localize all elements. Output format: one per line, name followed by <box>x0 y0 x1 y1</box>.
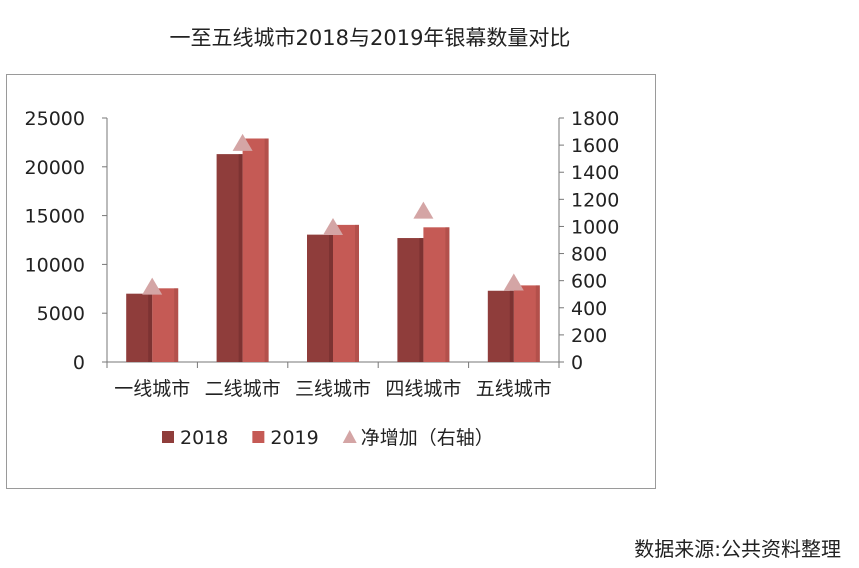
y-left-tick-label: 0 <box>73 352 85 374</box>
x-category-label: 一线城市 <box>114 378 190 400</box>
y-left-tick-label: 5000 <box>37 303 85 325</box>
bar-2019 <box>513 285 540 362</box>
x-category-label: 五线城市 <box>476 378 552 400</box>
bar-2019-shade <box>445 227 450 362</box>
bar-2018-shade <box>419 238 424 362</box>
legend-swatch <box>342 430 357 443</box>
chart-title: 一至五线城市2018与2019年银幕数量对比 <box>169 26 571 50</box>
bar-2018 <box>397 238 424 362</box>
bar-2019-shade <box>535 285 540 362</box>
y-right-tick-label: 1000 <box>571 216 619 238</box>
net-increase-marker <box>232 133 253 151</box>
legend-label: 2018 <box>180 427 228 449</box>
y-right-tick-label: 0 <box>571 352 583 374</box>
bar-2019 <box>152 288 179 362</box>
bar-2018 <box>487 290 514 362</box>
y-right-tick-label: 1400 <box>571 162 619 184</box>
bar-2019 <box>333 224 359 362</box>
bar-2019-shade <box>264 138 269 362</box>
bar-2018-shade <box>509 290 514 362</box>
bar-2018 <box>307 234 333 362</box>
net-increase-marker <box>323 217 343 235</box>
bar-2018-shade <box>329 234 333 362</box>
bar-2018 <box>126 293 153 362</box>
y-right-tick-label: 1600 <box>571 135 619 157</box>
bar-2019 <box>423 227 450 362</box>
y-right-tick-label: 600 <box>571 271 607 293</box>
legend-label: 2019 <box>270 427 318 449</box>
bar-2018 <box>216 154 243 362</box>
x-category-label: 二线城市 <box>205 378 281 400</box>
legend-label: 净增加（右轴） <box>361 427 494 449</box>
net-increase-marker <box>503 273 524 291</box>
legend-swatch <box>252 431 265 443</box>
net-increase-marker <box>413 201 434 219</box>
y-left-tick-label: 10000 <box>25 254 85 276</box>
bar-2018-shade <box>238 154 243 362</box>
y-right-tick-label: 200 <box>571 325 607 347</box>
x-category-label: 四线城市 <box>385 378 461 400</box>
bar-2019-shade <box>174 288 179 362</box>
y-left-tick-label: 25000 <box>25 108 85 130</box>
y-right-tick-label: 400 <box>571 298 607 320</box>
y-right-tick-label: 1200 <box>571 189 619 211</box>
bar-2018-shade <box>148 293 153 362</box>
x-category-label: 三线城市 <box>295 378 371 400</box>
y-left-tick-label: 20000 <box>25 157 85 179</box>
y-left-tick-label: 15000 <box>25 206 85 228</box>
y-right-tick-label: 1800 <box>571 108 619 130</box>
legend-swatch <box>162 431 174 443</box>
y-right-tick-label: 800 <box>571 244 607 266</box>
net-increase-marker <box>142 277 163 295</box>
bar-2019-shade <box>355 224 359 362</box>
bar-2019 <box>242 138 269 362</box>
source-note: 数据来源:公共资料整理 <box>634 537 841 561</box>
